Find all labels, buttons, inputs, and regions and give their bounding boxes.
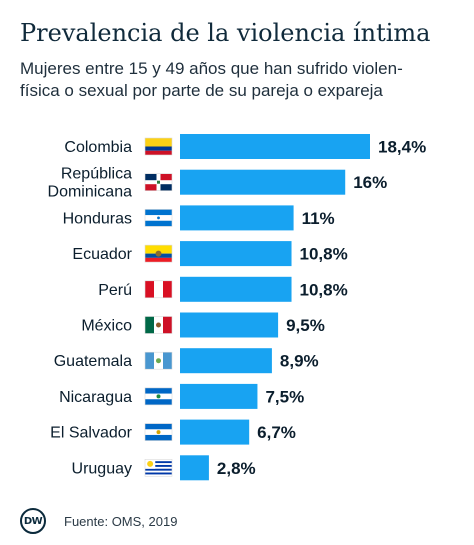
value-label: 7,5% — [265, 387, 304, 406]
bar — [180, 455, 209, 481]
bar — [180, 383, 258, 409]
category-label: República Dominicana — [48, 166, 133, 201]
dominican-republic-flag-icon — [144, 173, 173, 191]
bar — [180, 276, 292, 302]
bar — [180, 205, 294, 231]
category-label: Uruguay — [72, 460, 132, 477]
peru-flag-icon — [144, 280, 173, 299]
mexico-flag-icon — [144, 316, 173, 334]
value-label: 18,4% — [378, 138, 426, 157]
bar — [180, 419, 250, 445]
category-label: México — [81, 318, 132, 335]
el-salvador-flag-icon — [144, 423, 173, 441]
uruguay-flag-icon — [144, 458, 173, 477]
value-label: 10,8% — [300, 280, 348, 299]
honduras-flag-icon — [144, 209, 173, 227]
bar — [180, 312, 279, 338]
chart-subtitle: Mujeres entre 15 y 49 años que han sufri… — [20, 58, 460, 102]
bar — [180, 241, 292, 267]
category-label: Perú — [98, 282, 132, 299]
value-label: 2,8% — [217, 459, 256, 478]
colombia-flag-icon — [144, 137, 173, 156]
subtitle-line-2: física o sexual por parte de su pareja o… — [20, 81, 383, 100]
value-label: 9,5% — [286, 316, 325, 335]
chart-title: Prevalencia de la violencia íntima — [20, 19, 431, 47]
category-label: Honduras — [63, 210, 132, 227]
subtitle-line-1: Mujeres entre 15 y 49 años que han sufri… — [20, 59, 403, 78]
bar — [180, 134, 370, 159]
category-label: El Salvador — [50, 425, 132, 442]
source-note: Fuente: OMS, 2019 — [64, 513, 178, 529]
category-label: Guatemala — [54, 353, 132, 370]
nicaragua-flag-icon — [144, 387, 173, 406]
value-label: 16% — [353, 173, 387, 192]
footer: DW Fuente: OMS, 2019 — [20, 508, 177, 534]
bar — [180, 348, 272, 374]
category-label: Nicaragua — [59, 389, 132, 406]
value-label: 6,7% — [257, 423, 296, 442]
dw-logo: DW — [20, 508, 46, 534]
value-label: 8,9% — [280, 352, 319, 371]
bar — [180, 169, 346, 195]
ecuador-flag-icon — [144, 244, 173, 263]
category-label: Ecuador — [72, 246, 132, 263]
value-label: 11% — [302, 209, 335, 228]
guatemala-flag-icon — [144, 351, 173, 370]
category-label: Colombia — [64, 139, 132, 156]
value-label: 10,8% — [300, 245, 348, 264]
